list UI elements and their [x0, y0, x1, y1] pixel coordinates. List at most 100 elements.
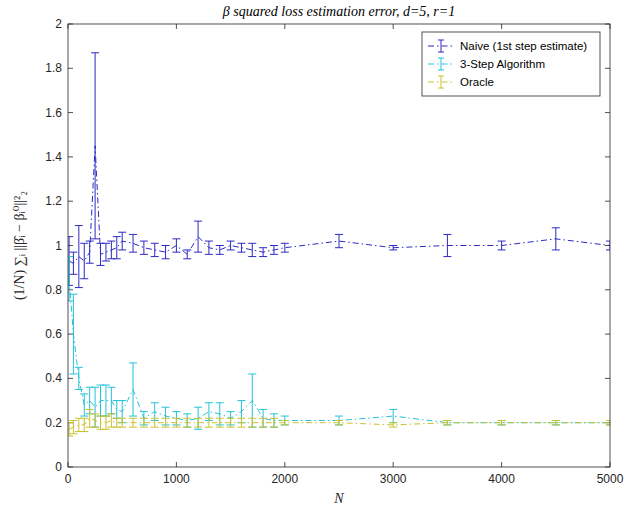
y-tick	[605, 156, 610, 157]
legend-swatch	[438, 40, 444, 52]
error-bar	[69, 294, 77, 374]
error-bar	[97, 385, 105, 416]
series-line	[69, 279, 610, 423]
error-bar	[216, 418, 224, 427]
legend-swatch	[438, 76, 444, 88]
error-bar	[151, 243, 159, 256]
error-bar	[80, 418, 88, 431]
error-bar	[248, 243, 256, 256]
legend-label: 3-Step Algorithm	[460, 58, 545, 70]
error-bar	[248, 418, 256, 427]
error-bar	[183, 414, 191, 427]
error-bar	[151, 418, 159, 427]
error-bar	[259, 248, 267, 257]
plot-frame	[68, 24, 610, 467]
error-bar	[107, 414, 115, 427]
error-bar	[107, 241, 115, 259]
error-bar	[389, 409, 397, 422]
y-tick-label: 1.6	[45, 106, 62, 120]
x-tick	[284, 462, 285, 467]
error-bar	[498, 241, 506, 250]
error-bar	[194, 221, 202, 252]
error-bar	[75, 418, 83, 431]
y-tick-label: 0	[55, 460, 62, 474]
error-bar	[86, 409, 94, 427]
x-tick-label: 1000	[163, 472, 190, 486]
error-bar	[270, 246, 278, 255]
y-tick	[68, 201, 73, 202]
error-bar	[281, 243, 289, 252]
error-bar	[281, 416, 289, 425]
y-tick	[605, 201, 610, 202]
error-bar	[552, 228, 560, 250]
error-bar	[227, 418, 235, 427]
error-bar	[389, 423, 397, 427]
legend-swatch	[438, 58, 444, 70]
plot-area	[68, 24, 610, 467]
error-bar	[80, 394, 88, 416]
y-tick-label: 1	[55, 239, 62, 253]
x-tick-label: 0	[65, 472, 72, 486]
error-bar	[443, 234, 451, 256]
y-tick-label: 1.2	[45, 194, 62, 208]
error-bar	[259, 409, 267, 427]
error-bar	[118, 418, 126, 427]
x-tick-label: 4000	[488, 472, 515, 486]
y-tick-label: 2	[55, 17, 62, 31]
y-tick	[605, 68, 610, 69]
x-axis-label: N	[333, 491, 344, 506]
title: β squared loss estimation error, d=5, r=…	[222, 4, 456, 19]
error-bar	[335, 420, 343, 424]
legend-label: Oracle	[460, 76, 494, 88]
error-bar	[270, 414, 278, 427]
x-tick	[501, 24, 502, 29]
error-bar	[129, 418, 137, 427]
error-bar	[97, 416, 105, 429]
error-bar	[183, 250, 191, 259]
error-bar	[237, 418, 245, 427]
error-bar	[498, 420, 506, 424]
error-bar	[91, 53, 99, 239]
error-bar	[172, 418, 180, 427]
x-tick	[176, 462, 177, 467]
error-bar	[113, 237, 121, 259]
error-bar	[129, 234, 137, 252]
error-bar	[80, 243, 88, 278]
y-tick	[68, 68, 73, 69]
error-bar	[205, 418, 213, 427]
y-tick-label: 0.8	[45, 283, 62, 297]
error-bar	[91, 387, 99, 427]
error-bar	[97, 243, 105, 265]
y-tick-label: 1.8	[45, 61, 62, 75]
y-tick	[605, 378, 610, 379]
y-tick-label: 0.6	[45, 327, 62, 341]
error-bar	[248, 374, 256, 427]
legend-box	[422, 32, 600, 96]
error-bar	[606, 241, 610, 250]
y-tick-label: 0.2	[45, 416, 62, 430]
chart: 01000200030004000500000.20.40.60.811.21.…	[0, 0, 640, 511]
error-bar	[606, 420, 610, 424]
error-bar	[227, 241, 235, 250]
x-tick	[501, 462, 502, 467]
y-axis-label: (1/N) ∑ᵢ ||β̂ᵢ − βᵢ⁰||²₂	[12, 191, 28, 300]
error-bar	[172, 239, 180, 252]
error-bar	[183, 418, 191, 427]
error-bar	[118, 232, 126, 250]
error-bar	[216, 246, 224, 255]
error-bar	[69, 252, 77, 274]
legend-label: Naive (1st step estimate)	[460, 40, 587, 52]
x-tick	[176, 24, 177, 29]
error-bar	[443, 420, 451, 424]
legend: Naive (1st step estimate) 3-Step Algorith…	[422, 32, 600, 96]
error-bar	[389, 246, 397, 250]
error-bar	[113, 401, 121, 419]
series	[68, 409, 610, 436]
y-tick-label: 1.4	[45, 150, 62, 164]
error-bar	[237, 243, 245, 252]
series	[68, 257, 610, 430]
error-bar	[281, 420, 289, 424]
data-layer	[68, 53, 610, 436]
x-tick	[393, 24, 394, 29]
error-bar	[75, 367, 83, 389]
